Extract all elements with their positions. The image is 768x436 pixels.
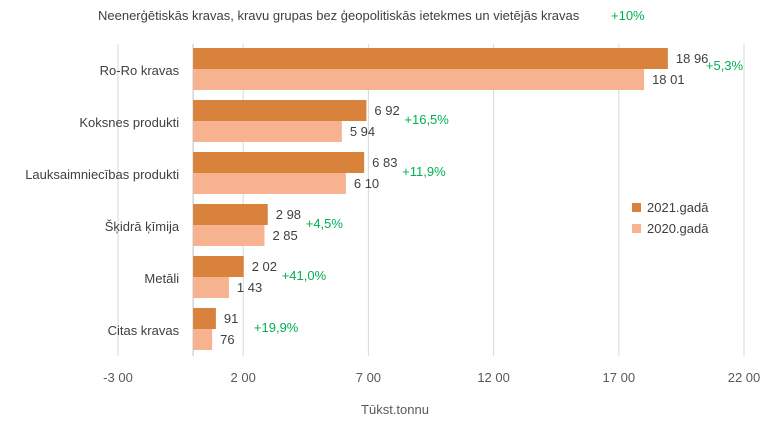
category-label: Ro-Ro kravas xyxy=(100,63,180,78)
bar-2020 xyxy=(193,277,229,298)
bar-2021 xyxy=(193,48,668,69)
change-label: +4,5% xyxy=(306,216,344,231)
change-label: +5,3% xyxy=(706,58,744,73)
data-label-2021: 91 xyxy=(224,311,238,326)
legend-label-2020: 2020.gadā xyxy=(647,221,709,236)
data-label-2021: 2 02 xyxy=(252,259,277,274)
bar-2020 xyxy=(193,69,645,90)
data-label-2020: 5 94 xyxy=(350,124,375,139)
data-label-2021: 6 92 xyxy=(374,103,399,118)
bar-2020 xyxy=(193,329,213,350)
legend-item-2021: 2021.gadā xyxy=(632,197,708,218)
x-axis-label: Tūkst.tonnu xyxy=(0,402,768,417)
category-label: Šķidrā ķīmija xyxy=(105,219,180,234)
x-tick-label: 17 00 xyxy=(603,370,636,385)
data-label-2020: 6 10 xyxy=(354,176,379,191)
data-label-2020: 2 85 xyxy=(272,228,297,243)
legend-item-2020: 2020.gadā xyxy=(632,218,708,239)
category-label: Citas kravas xyxy=(108,323,180,338)
data-label-2020: 1 43 xyxy=(237,280,262,295)
bar-2021 xyxy=(193,152,365,173)
change-label: +41,0% xyxy=(282,268,327,283)
bar-2020 xyxy=(193,225,265,246)
chart-title-row: Neenerģētiskās kravas, kravu grupas bez … xyxy=(0,8,768,28)
change-label: +19,9% xyxy=(254,320,299,335)
legend-swatch-2021 xyxy=(632,203,641,212)
legend-label-2021: 2021.gadā xyxy=(647,200,709,215)
bar-2020 xyxy=(193,121,342,142)
change-label: +16,5% xyxy=(404,112,449,127)
data-label-2021: 18 96 xyxy=(676,51,709,66)
x-tick-label: 22 00 xyxy=(728,370,761,385)
chart-title: Neenerģētiskās kravas, kravu grupas bez … xyxy=(98,8,580,23)
x-tick-label: -3 00 xyxy=(103,370,133,385)
category-label: Lauksaimniecības produkti xyxy=(25,167,179,182)
bar-2021 xyxy=(193,256,244,277)
x-tick-label: 12 00 xyxy=(477,370,510,385)
data-label-2020: 18 01 xyxy=(652,72,685,87)
chart-title-change: +10% xyxy=(611,8,645,23)
category-label: Metāli xyxy=(144,271,179,286)
change-label: +11,9% xyxy=(402,164,446,179)
x-tick-label: 2 00 xyxy=(231,370,256,385)
bar-2020 xyxy=(193,173,346,194)
bar-2021 xyxy=(193,308,216,329)
x-axis-label-text: Tūkst.tonnu xyxy=(361,402,429,417)
bar-2021 xyxy=(193,204,268,225)
legend: 2021.gadā 2020.gadā xyxy=(632,197,708,239)
data-label-2021: 2 98 xyxy=(276,207,301,222)
legend-swatch-2020 xyxy=(632,224,641,233)
data-label-2021: 6 83 xyxy=(372,155,397,170)
x-tick-label: 7 00 xyxy=(356,370,381,385)
category-label: Koksnes produkti xyxy=(79,115,179,130)
bar-2021 xyxy=(193,100,367,121)
data-label-2020: 76 xyxy=(220,332,234,347)
